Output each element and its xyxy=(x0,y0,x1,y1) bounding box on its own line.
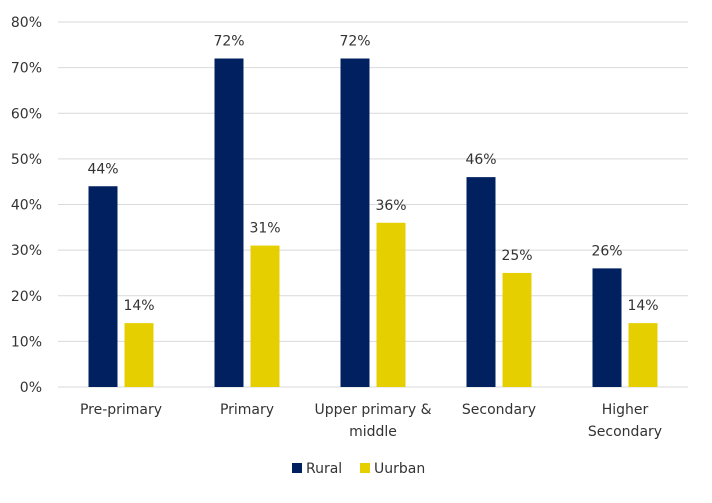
data-label-rural: 46% xyxy=(465,152,496,168)
y-tick-label: 80% xyxy=(11,15,42,31)
data-label-rural: 44% xyxy=(87,161,118,177)
bar-uurban xyxy=(628,323,658,387)
bar-uurban xyxy=(376,222,406,387)
x-category-label: Higher xyxy=(602,402,649,418)
bar-uurban xyxy=(250,245,280,387)
data-label-rural: 72% xyxy=(213,34,244,50)
legend-label: Uurban xyxy=(374,461,425,477)
bar-rural xyxy=(214,58,244,387)
data-labels: 44% 14% 72% 31% 72% 36% 46% 25% 26% 14% xyxy=(87,34,658,315)
bar-rural xyxy=(466,177,496,387)
gridlines xyxy=(58,21,688,388)
y-tick-label: 0% xyxy=(20,380,42,396)
y-tick-label: 10% xyxy=(11,334,42,350)
bar-uurban xyxy=(502,272,532,387)
data-label-uurban: 25% xyxy=(501,248,532,264)
legend-swatch xyxy=(360,463,370,473)
bar-uurban xyxy=(124,323,154,387)
legend-item-uurban: Uurban xyxy=(360,461,425,477)
legend-swatch xyxy=(292,463,302,473)
data-label-uurban: 14% xyxy=(123,298,154,314)
data-label-uurban: 36% xyxy=(375,198,406,214)
x-category-label: Primary xyxy=(220,402,274,418)
x-category-label: middle xyxy=(349,424,397,440)
bars xyxy=(88,58,658,387)
x-category-label: Secondary xyxy=(462,402,536,418)
y-tick-label: 60% xyxy=(11,106,42,122)
x-category-label: Secondary xyxy=(588,424,662,440)
data-label-rural: 26% xyxy=(591,243,622,259)
y-tick-label: 30% xyxy=(11,243,42,259)
bar-rural xyxy=(592,268,622,387)
bar-rural xyxy=(88,186,118,387)
x-category-label: Pre-primary xyxy=(80,402,162,418)
data-label-rural: 72% xyxy=(339,34,370,50)
legend: Rural Uurban xyxy=(292,461,425,477)
y-tick-label: 70% xyxy=(11,61,42,77)
x-category-label: Upper primary & xyxy=(315,402,432,418)
legend-label: Rural xyxy=(306,461,342,477)
data-label-uurban: 14% xyxy=(627,298,658,314)
data-label-uurban: 31% xyxy=(249,221,280,237)
y-axis: 0% 10% 20% 30% 40% 50% 60% 70% 80% xyxy=(11,15,42,396)
bar-rural xyxy=(340,58,370,387)
y-tick-label: 20% xyxy=(11,289,42,305)
y-tick-label: 50% xyxy=(11,152,42,168)
y-tick-label: 40% xyxy=(11,198,42,214)
x-axis: Pre-primary Primary Upper primary & middle S… xyxy=(80,402,662,440)
legend-item-rural: Rural xyxy=(292,461,342,477)
